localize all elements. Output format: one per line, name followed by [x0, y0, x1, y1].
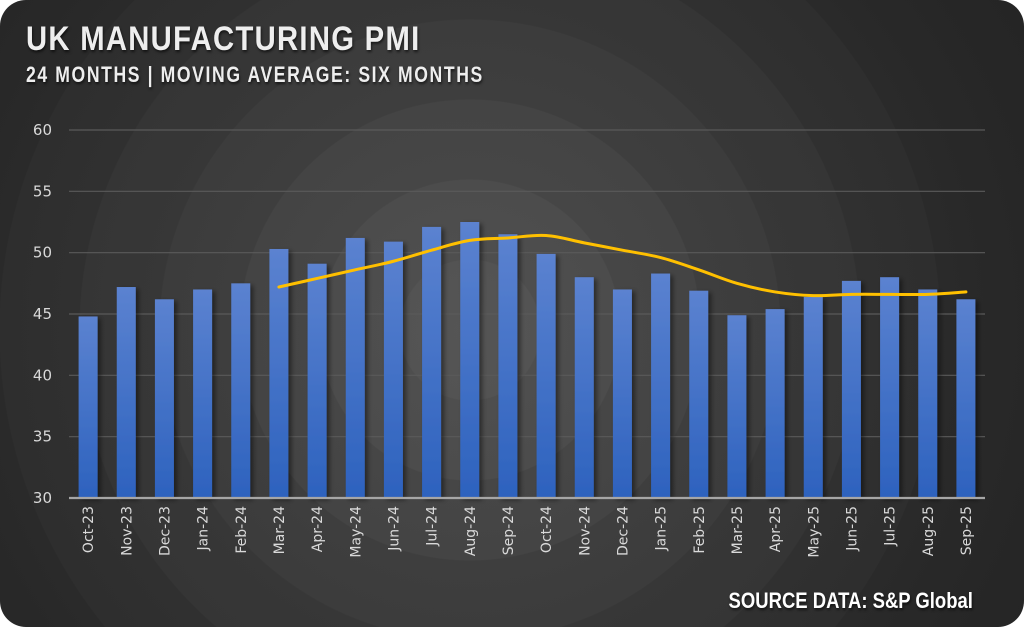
bar-feb-24: [231, 283, 251, 498]
x-tick-label: Dec-23: [157, 506, 173, 556]
x-tick-label: May-25: [806, 506, 822, 558]
x-tick-label: Feb-24: [234, 506, 250, 554]
bar-aug-25: [918, 289, 938, 498]
x-tick-label: Oct-23: [81, 506, 97, 553]
x-tick-label: May-24: [348, 506, 364, 558]
x-tick-label: Nov-24: [577, 506, 593, 556]
bar-may-24: [345, 237, 365, 499]
moving-average-line: [277, 233, 968, 298]
bar-sep-24: [498, 234, 518, 498]
bar-oct-24: [536, 253, 556, 498]
bar-mar-24: [269, 248, 289, 498]
chart-subtitle: 24 MONTHS | MOVING AVERAGE: SIX MONTHS: [26, 62, 484, 87]
bars: [78, 222, 976, 499]
bar-apr-25: [765, 309, 785, 498]
bar-sep-25: [956, 299, 976, 498]
x-tick-label: Nov-23: [119, 506, 135, 556]
x-tick-label: Apr-25: [768, 506, 784, 552]
bar-jul-25: [880, 277, 900, 498]
bar-jun-24: [383, 241, 403, 499]
x-tick-label: Jun-25: [844, 506, 860, 552]
y-tick-label: 50: [33, 244, 52, 262]
bar-may-25: [803, 296, 823, 498]
source-note: SOURCE DATA: S&P Global: [728, 588, 973, 613]
y-axis-ticks: 30 35 40 45 50 55 60: [33, 121, 52, 507]
y-tick-label: 40: [33, 366, 52, 384]
x-axis-ticks: Oct-23 Nov-23 Dec-23 Jan-24 Feb-24 Mar-24 Apr-…: [81, 506, 975, 558]
chart-title: UK MANUFACTURING PMI: [26, 20, 421, 58]
y-tick-label: 55: [33, 182, 52, 200]
bar-jan-24: [193, 289, 213, 498]
y-tick-label: 60: [33, 121, 52, 139]
y-tick-label: 35: [33, 428, 52, 446]
gridlines: [69, 129, 985, 438]
x-tick-label: Apr-24: [310, 506, 326, 552]
x-tick-label: Jan-25: [654, 506, 670, 551]
bar-oct-23: [78, 316, 98, 498]
bar-nov-23: [116, 287, 136, 498]
x-tick-label: Jun-24: [386, 506, 402, 552]
x-tick-label: Mar-25: [730, 506, 746, 554]
bar-jun-25: [841, 280, 861, 498]
x-tick-label: Feb-25: [692, 506, 708, 554]
bar-jan-25: [651, 273, 671, 498]
bar-aug-24: [460, 222, 480, 498]
x-tick-label: Dec-24: [615, 506, 631, 556]
moving-average-layer: [277, 233, 968, 298]
bar-dec-24: [612, 289, 632, 498]
bar-apr-24: [307, 263, 327, 498]
bar-mar-25: [727, 315, 747, 498]
x-tick-label: Aug-24: [463, 506, 479, 556]
bar-nov-24: [574, 277, 594, 498]
y-tick-label: 30: [33, 489, 52, 507]
x-tick-label: Sep-25: [959, 506, 975, 555]
x-tick-label: Jul-24: [425, 506, 441, 547]
x-tick-label: Jan-24: [196, 506, 212, 552]
x-tick-label: Oct-24: [539, 506, 555, 553]
x-tick-label: Jul-25: [883, 506, 899, 547]
bar-feb-25: [689, 290, 709, 498]
y-tick-label: 45: [33, 305, 52, 323]
x-tick-label: Mar-24: [272, 506, 288, 554]
x-tick-label: Sep-24: [501, 506, 517, 555]
x-tick-label: Aug-25: [921, 506, 937, 556]
bar-jul-24: [422, 226, 442, 498]
bar-dec-23: [154, 299, 174, 498]
